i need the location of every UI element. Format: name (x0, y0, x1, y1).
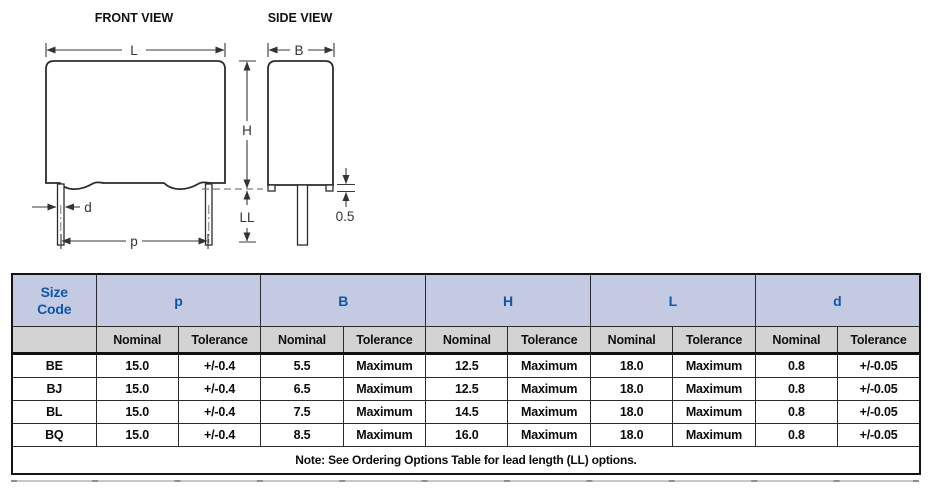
value-cell: Maximum (342, 423, 427, 447)
dim-B: B (267, 43, 335, 58)
size-code-cell: BE (11, 353, 97, 378)
label-H: H (242, 123, 252, 138)
value-cell: 15.0 (95, 377, 179, 401)
subheader-tolerance: Tolerance (672, 326, 756, 355)
subheader-nominal: Nominal (754, 326, 839, 355)
value-cell: +/-0.4 (177, 423, 262, 447)
subheader-nominal: Nominal (260, 326, 344, 355)
table-row-BQ: BQ 15.0 +/-0.4 8.5 Maximum 16.0 Maximum … (11, 423, 921, 447)
value-cell: +/-0.05 (837, 353, 921, 378)
value-cell: Maximum (672, 423, 756, 447)
dim-H: H (239, 60, 256, 189)
value-cell: Maximum (342, 353, 427, 378)
value-cell: 8.5 (260, 423, 344, 447)
subheader-tolerance: Tolerance (507, 326, 591, 355)
value-cell: 16.0 (425, 423, 509, 447)
value-cell: 15.0 (95, 400, 179, 424)
value-cell: +/-0.4 (177, 400, 262, 424)
value-cell: 18.0 (589, 423, 674, 447)
size-code-cell: BJ (11, 377, 97, 401)
value-cell: Maximum (507, 353, 591, 378)
dim-d: d (32, 200, 92, 215)
side-left-foot (267, 184, 276, 192)
dim-p: p (60, 234, 209, 249)
front-view-title: FRONT VIEW (95, 11, 174, 25)
header-d: d (754, 273, 921, 327)
label-B: B (294, 43, 303, 58)
value-cell: +/-0.4 (177, 377, 262, 401)
table-group-header-row: Size Code p B H L d (11, 273, 921, 327)
subheader-empty (11, 326, 97, 355)
dim-L: L (45, 43, 226, 58)
dim-LL: LL (239, 190, 256, 243)
value-cell: Maximum (507, 423, 591, 447)
value-cell: 0.8 (754, 400, 839, 424)
table-note-row: Note: See Ordering Options Table for lea… (11, 446, 921, 475)
value-cell: 5.5 (260, 353, 344, 378)
value-cell: 14.5 (425, 400, 509, 424)
subheader-tolerance: Tolerance (342, 326, 427, 355)
value-cell: 18.0 (589, 377, 674, 401)
header-L: L (589, 273, 756, 327)
dimensions-table-wrap: Size Code p B H L d Nominal Tolerance No… (11, 273, 921, 475)
dimension-drawing: FRONT VIEW SIDE VIEW L H (32, 11, 355, 249)
front-right-lead (204, 183, 213, 246)
header-H: H (425, 273, 591, 327)
value-cell: Maximum (507, 377, 591, 401)
size-code-cell: BQ (11, 423, 97, 447)
size-code-cell: BL (11, 400, 97, 424)
value-cell: 7.5 (260, 400, 344, 424)
header-p: p (95, 273, 262, 327)
value-cell: 18.0 (589, 353, 674, 378)
value-cell: Maximum (342, 400, 427, 424)
table-row-BE: BE 15.0 +/-0.4 5.5 Maximum 12.5 Maximum … (11, 353, 921, 378)
side-view-body (267, 60, 334, 246)
side-view-title: SIDE VIEW (268, 11, 333, 25)
value-cell: +/-0.05 (837, 400, 921, 424)
subheader-nominal: Nominal (425, 326, 509, 355)
value-cell: +/-0.05 (837, 377, 921, 401)
next-table-edge (11, 480, 919, 482)
value-cell: Maximum (672, 377, 756, 401)
label-L: L (130, 43, 138, 58)
dimensions-table: Size Code p B H L d Nominal Tolerance No… (11, 273, 921, 475)
header-size-code: Size Code (11, 273, 97, 327)
label-LL: LL (239, 210, 255, 225)
front-view-body (45, 60, 226, 246)
value-cell: 12.5 (425, 353, 509, 378)
side-lead (296, 184, 309, 246)
value-cell: Maximum (672, 400, 756, 424)
value-cell: 0.8 (754, 353, 839, 378)
label-p: p (130, 234, 138, 249)
table-subheader-row: Nominal Tolerance Nominal Tolerance Nomi… (11, 326, 921, 355)
label-d: d (84, 200, 92, 215)
dim-standoff: 0.5 (336, 168, 355, 224)
value-cell: 18.0 (589, 400, 674, 424)
value-cell: 15.0 (95, 353, 179, 378)
value-cell: Maximum (672, 353, 756, 378)
value-cell: +/-0.05 (837, 423, 921, 447)
subheader-nominal: Nominal (589, 326, 674, 355)
value-cell: Maximum (507, 400, 591, 424)
value-cell: +/-0.4 (177, 353, 262, 378)
label-standoff: 0.5 (336, 209, 355, 224)
subheader-tolerance: Tolerance (177, 326, 262, 355)
side-right-foot (325, 184, 334, 192)
value-cell: 0.8 (754, 377, 839, 401)
value-cell: 0.8 (754, 423, 839, 447)
table-row-BJ: BJ 15.0 +/-0.4 6.5 Maximum 12.5 Maximum … (11, 377, 921, 401)
value-cell: 15.0 (95, 423, 179, 447)
note-text: Note: See Ordering Options Table for lea… (11, 446, 921, 475)
value-cell: Maximum (342, 377, 427, 401)
value-cell: 6.5 (260, 377, 344, 401)
header-B: B (260, 273, 427, 327)
table-row-BL: BL 15.0 +/-0.4 7.5 Maximum 14.5 Maximum … (11, 400, 921, 424)
subheader-nominal: Nominal (95, 326, 179, 355)
subheader-tolerance: Tolerance (837, 326, 921, 355)
value-cell: 12.5 (425, 377, 509, 401)
